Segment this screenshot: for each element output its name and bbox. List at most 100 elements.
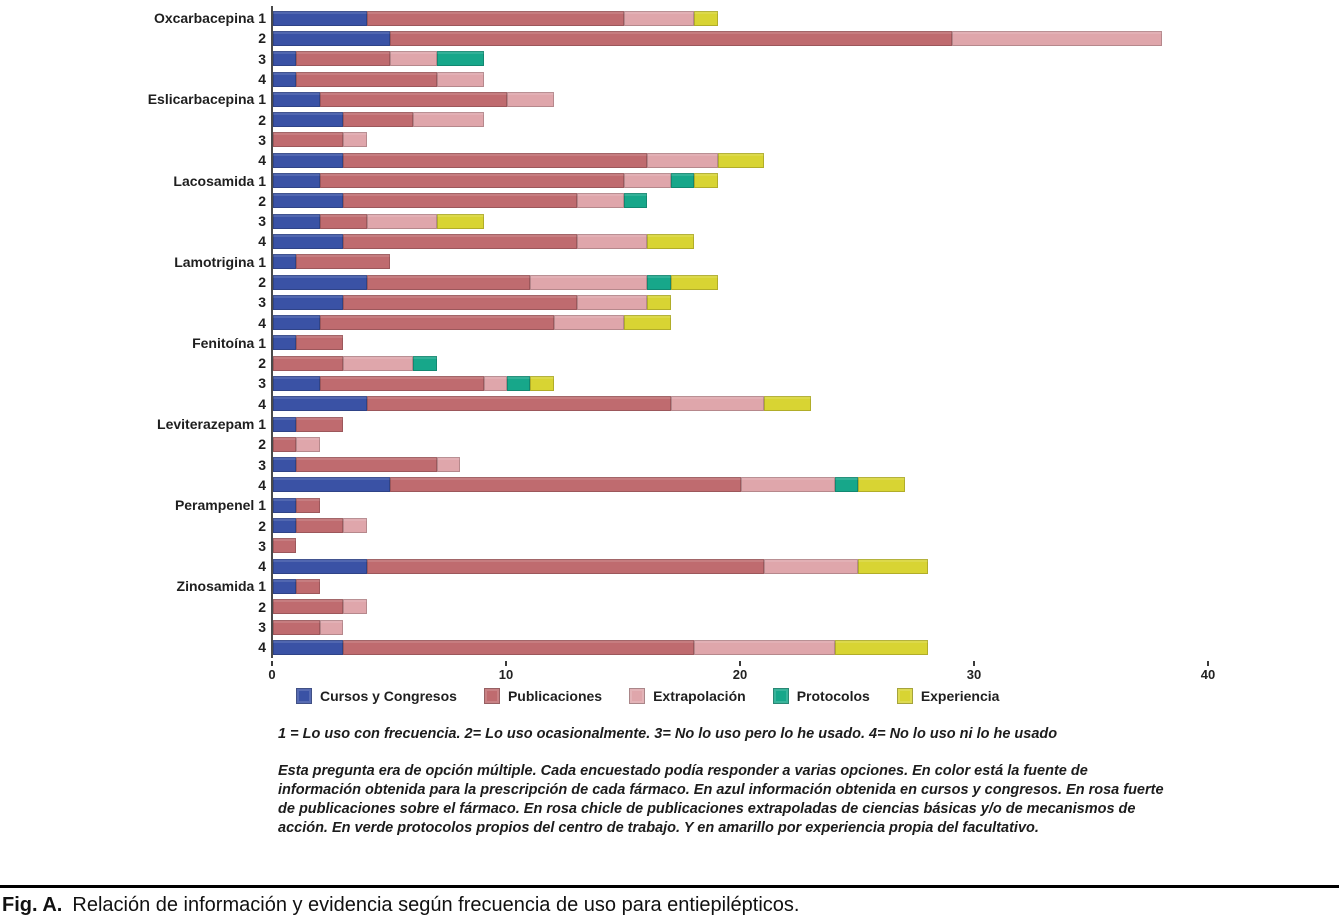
bar-segment-cursos-y-congresos [273,51,297,67]
bar-segment-publicaciones [390,477,741,493]
chart-row-lacosamida-2: 2 [100,191,1230,211]
row-label: 3 [258,456,266,473]
chart-row-oxcarbacepina-3: 3 [100,49,1230,69]
bar-segment-extrapolacion [413,112,484,128]
chart-row-lamotrigina-2: 2 [100,272,1230,292]
bar-segment-publicaciones [343,193,578,209]
row-label: Fenitoína 1 [192,334,266,351]
chart-row-leviterazepam-2: 2 [100,434,1230,454]
bar-segment-publicaciones [319,315,554,331]
bar-track [273,619,344,635]
bar-segment-extrapolacion [670,396,765,412]
bar-segment-cursos-y-congresos [273,639,344,655]
row-label: 4 [258,314,266,331]
x-tick-label: 40 [1200,666,1216,682]
bar-segment-cursos-y-congresos [273,335,297,351]
bar-segment-extrapolacion [296,436,320,452]
bar-track [273,10,718,26]
chart-row-eslicarbacepina-4: 4 [100,150,1230,170]
chart-row-oxcarbacepina-2: 2 [100,28,1230,48]
bar-segment-publicaciones [319,213,367,229]
bar-track [273,497,320,513]
bar-segment-cursos-y-congresos [273,558,367,574]
bar-segment-publicaciones [296,335,344,351]
bar-track [273,274,718,290]
x-tick-mark [505,660,507,666]
chart-row-zinosamida-2: 2 [100,597,1230,617]
bar-track [273,538,297,554]
bar-segment-cursos-y-congresos [273,416,297,432]
row-label: 2 [258,355,266,372]
chart-row-zinosamida-4: 4 [100,637,1230,657]
bar-segment-publicaciones [273,436,297,452]
chart-row-perampenel-4: 4 [100,556,1230,576]
bar-segment-publicaciones [296,457,437,473]
chart-row-lacosamida-3: 3 [100,211,1230,231]
x-tick-mark [271,660,273,666]
chart-row-fenitoina-3: 3 [100,373,1230,393]
x-tick-label: 30 [966,666,982,682]
legend-swatch-icon [772,687,789,704]
bar-track [273,436,320,452]
caption-divider: Fig. A. Relación de información y evidenc… [0,885,1339,917]
bar-segment-publicaciones [296,254,390,270]
row-label: 2 [258,111,266,128]
bar-segment-experiencia [857,558,929,574]
bar-segment-extrapolacion [389,51,437,67]
bar-segment-cursos-y-congresos [273,274,367,290]
row-label: 3 [258,537,266,554]
bar-track [273,335,344,351]
bar-segment-cursos-y-congresos [273,294,344,310]
bar-segment-extrapolacion [343,518,367,534]
legend-label: Publicaciones [507,687,603,704]
bar-segment-experiencia [530,375,554,391]
bar-track [273,254,390,270]
legend-item-protocolos: Protocolos [772,687,870,704]
bar-segment-extrapolacion [319,619,344,635]
stacked-bar-chart: Oxcarbacepina 1 2 3 4 Eslicarbacepina 1 2 3 4 La… [100,6,1230,658]
bar-segment-extrapolacion [764,558,858,574]
legend-label: Protocolos [796,687,870,704]
bar-segment-publicaciones [366,396,671,412]
chart-row-lamotrigina-4: 4 [100,312,1230,332]
bar-track [273,294,671,310]
chart-row-perampenel-1: Perampenel 1 [100,495,1230,515]
bar-segment-extrapolacion [436,457,461,473]
bar-segment-cursos-y-congresos [273,71,297,87]
bar-segment-extrapolacion [343,132,367,148]
bar-segment-extrapolacion [343,599,367,615]
bar-segment-experiencia [834,639,929,655]
figure-page: Oxcarbacepina 1 2 3 4 Eslicarbacepina 1 2 3 4 La… [0,6,1339,919]
legend-swatch-icon [896,687,913,704]
bar-segment-publicaciones [343,152,648,168]
bar-segment-cursos-y-congresos [273,173,320,189]
bar-segment-publicaciones [273,599,344,615]
legend-swatch-icon [483,687,500,704]
bar-track [273,173,718,189]
bar-segment-experiencia [647,294,671,310]
bar-segment-cursos-y-congresos [273,152,344,168]
row-label: Lamotrigina 1 [174,253,266,270]
bar-track [273,315,671,331]
bar-segment-publicaciones [296,416,344,432]
bar-segment-publicaciones [296,51,390,67]
legend-label: Experiencia [920,687,1000,704]
bar-segment-extrapolacion [577,233,648,249]
bar-track [273,193,648,209]
bar-segment-cursos-y-congresos [273,30,390,46]
bar-track [273,213,484,229]
bar-segment-experiencia [647,233,695,249]
bar-segment-publicaciones [273,538,297,554]
row-label: 3 [258,294,266,311]
chart-row-perampenel-2: 2 [100,515,1230,535]
bar-segment-extrapolacion [506,91,554,107]
bar-segment-cursos-y-congresos [273,457,297,473]
x-axis: 0 10 20 30 40 [268,658,1216,684]
legend-item-cursos-y-congresos: Cursos y Congresos [296,687,457,704]
bar-track [273,518,367,534]
bar-segment-experiencia [623,315,671,331]
bar-segment-cursos-y-congresos [273,254,297,270]
row-label: 2 [258,30,266,47]
bar-segment-publicaciones [343,294,578,310]
bar-segment-experiencia [764,396,812,412]
